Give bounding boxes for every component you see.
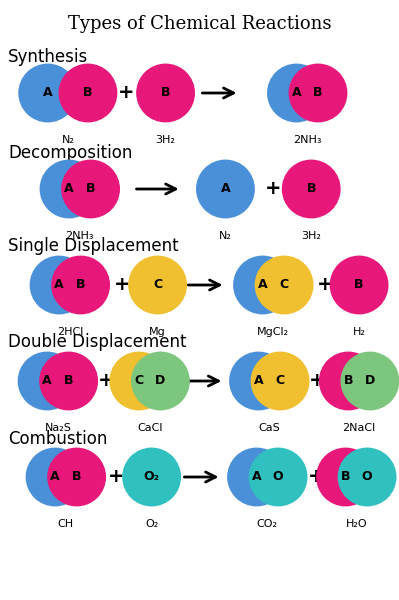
Text: B: B	[354, 278, 364, 292]
Text: Combustion: Combustion	[8, 430, 107, 448]
Ellipse shape	[317, 448, 374, 506]
Ellipse shape	[26, 448, 84, 506]
Ellipse shape	[137, 64, 194, 122]
Text: A: A	[64, 182, 74, 196]
Text: D: D	[365, 374, 375, 388]
Ellipse shape	[230, 352, 287, 410]
Text: Na₂S: Na₂S	[44, 423, 71, 433]
Text: +: +	[117, 83, 134, 103]
Text: H₂O: H₂O	[346, 519, 367, 529]
Text: C: C	[134, 374, 143, 388]
Ellipse shape	[132, 352, 189, 410]
Ellipse shape	[48, 448, 105, 506]
Text: B: B	[83, 86, 93, 100]
Ellipse shape	[59, 64, 117, 122]
Text: B: B	[86, 182, 95, 196]
Text: C: C	[280, 278, 288, 292]
Ellipse shape	[30, 256, 88, 314]
Text: C: C	[153, 278, 162, 292]
Ellipse shape	[52, 256, 109, 314]
Text: 3H₂: 3H₂	[156, 135, 176, 145]
Text: CaCl: CaCl	[137, 423, 162, 433]
Text: Synthesis: Synthesis	[8, 48, 88, 66]
Ellipse shape	[255, 256, 313, 314]
Text: 2HCl: 2HCl	[57, 327, 83, 337]
Text: A: A	[54, 278, 64, 292]
Text: Single Displacement: Single Displacement	[8, 237, 179, 255]
Ellipse shape	[19, 64, 77, 122]
Text: A: A	[292, 86, 301, 100]
Ellipse shape	[40, 160, 98, 218]
Ellipse shape	[62, 160, 119, 218]
Ellipse shape	[123, 448, 180, 506]
Ellipse shape	[249, 448, 307, 506]
Ellipse shape	[268, 64, 325, 122]
Ellipse shape	[330, 256, 388, 314]
Text: Double Displacement: Double Displacement	[8, 333, 186, 351]
Ellipse shape	[320, 352, 377, 410]
Ellipse shape	[197, 160, 254, 218]
Ellipse shape	[129, 256, 186, 314]
Ellipse shape	[289, 64, 347, 122]
Text: +: +	[113, 275, 130, 295]
Text: 3H₂: 3H₂	[301, 231, 321, 241]
Text: C: C	[276, 374, 284, 388]
Ellipse shape	[18, 352, 76, 410]
Text: A: A	[50, 470, 60, 484]
Text: A: A	[221, 182, 230, 196]
Text: Decomposition: Decomposition	[8, 144, 132, 162]
Text: B: B	[72, 470, 81, 484]
Text: +: +	[97, 371, 114, 391]
Text: +: +	[309, 371, 326, 391]
Text: H₂: H₂	[353, 327, 365, 337]
Text: N₂: N₂	[219, 231, 232, 241]
Text: B: B	[344, 374, 353, 388]
Text: A: A	[254, 374, 263, 388]
Ellipse shape	[338, 448, 396, 506]
Text: B: B	[64, 374, 73, 388]
Text: A: A	[42, 374, 52, 388]
Text: 2NH₃: 2NH₃	[293, 135, 322, 145]
Text: B: B	[76, 278, 85, 292]
Text: O₂: O₂	[145, 519, 158, 529]
Ellipse shape	[40, 352, 97, 410]
Text: A: A	[43, 86, 53, 100]
Text: CH: CH	[58, 519, 74, 529]
Text: O: O	[362, 470, 372, 484]
Text: B: B	[341, 470, 350, 484]
Ellipse shape	[282, 160, 340, 218]
Text: +: +	[317, 275, 334, 295]
Text: N₂: N₂	[61, 135, 74, 145]
Text: Mg: Mg	[149, 327, 166, 337]
Text: CO₂: CO₂	[257, 519, 278, 529]
Text: 2NaCl: 2NaCl	[342, 423, 376, 433]
Text: Types of Chemical Reactions: Types of Chemical Reactions	[68, 15, 331, 33]
Text: CaS: CaS	[259, 423, 280, 433]
Text: A: A	[252, 470, 261, 484]
Ellipse shape	[110, 352, 168, 410]
Text: D: D	[155, 374, 166, 388]
Text: MgCl₂: MgCl₂	[257, 327, 289, 337]
Text: +: +	[308, 467, 325, 487]
Text: 2NH₃: 2NH₃	[65, 231, 94, 241]
Ellipse shape	[228, 448, 285, 506]
Ellipse shape	[234, 256, 291, 314]
Ellipse shape	[341, 352, 399, 410]
Text: O: O	[273, 470, 283, 484]
Text: O₂: O₂	[144, 470, 160, 484]
Text: B: B	[313, 86, 323, 100]
Ellipse shape	[251, 352, 309, 410]
Text: +: +	[107, 467, 124, 487]
Text: A: A	[258, 278, 267, 292]
Text: B: B	[306, 182, 316, 196]
Text: B: B	[161, 86, 170, 100]
Text: +: +	[265, 179, 282, 199]
